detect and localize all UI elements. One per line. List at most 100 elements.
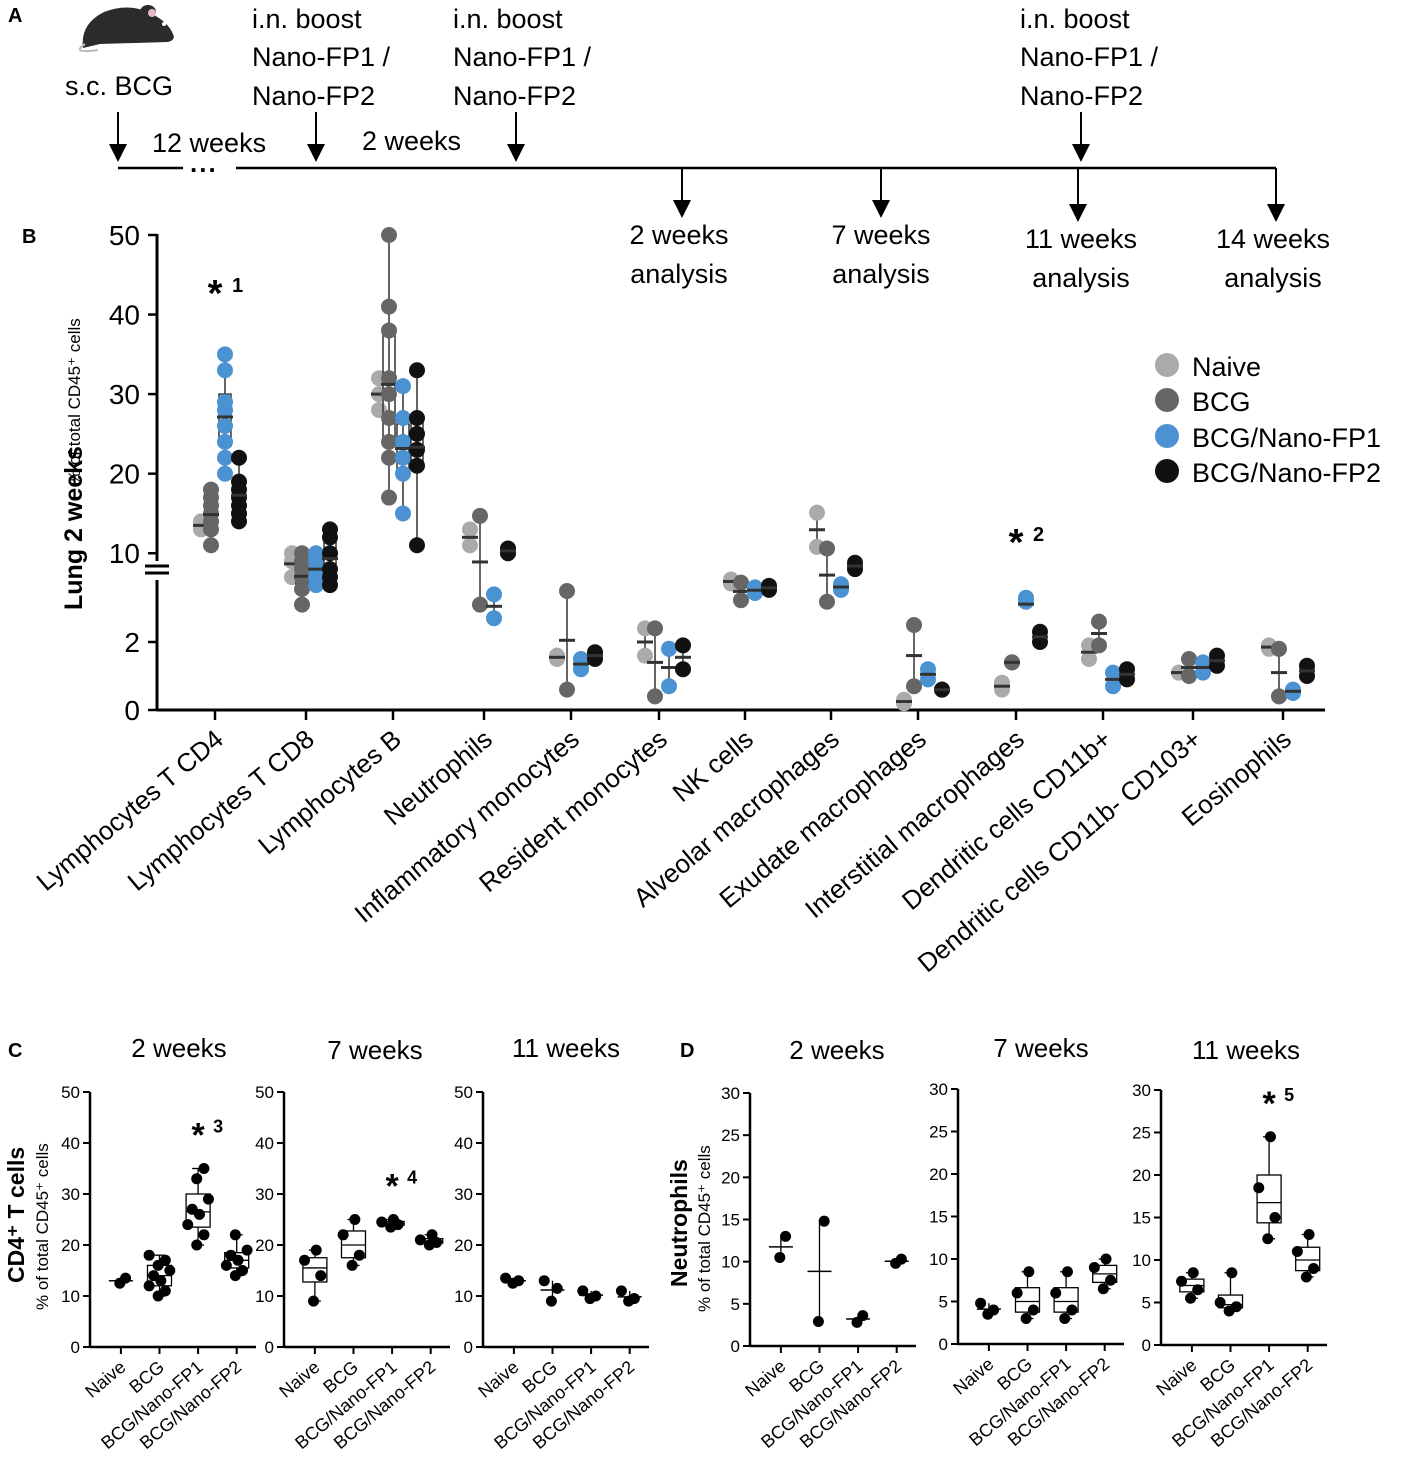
y-tick-label: 0 — [124, 695, 140, 726]
point-bcg — [647, 620, 663, 637]
y-tick-label: 5 — [1142, 1294, 1151, 1313]
data-point — [1097, 1283, 1109, 1295]
point-bcg — [733, 592, 749, 609]
data-point — [545, 1295, 557, 1307]
significance-superscript: 1 — [232, 275, 243, 297]
y-tick-label: 40 — [109, 300, 140, 331]
analysis-1-arrowhead — [673, 200, 691, 218]
analysis-4-line1: 14 weeks — [1216, 224, 1330, 254]
point-bcg-nano-fp2 — [409, 457, 425, 474]
data-point — [229, 1229, 241, 1241]
data-point — [500, 1272, 512, 1284]
point-bcg-nano-fp1 — [308, 545, 324, 562]
boost-3-arrowhead — [1072, 144, 1090, 162]
y-tick-label: 20 — [61, 1236, 80, 1255]
boost-1: i.n. boost Nano-FP1 / Nano-FP2 — [252, 4, 391, 162]
y-tick-label: 20 — [721, 1168, 740, 1187]
y-tick-label: 0 — [71, 1338, 80, 1357]
significance-star: * — [191, 1117, 205, 1155]
data-point — [1061, 1266, 1073, 1278]
point-bcg — [294, 545, 310, 562]
data-point — [191, 1239, 203, 1251]
data-point — [513, 1275, 525, 1287]
data-point — [1303, 1229, 1315, 1240]
boost-2-line2: Nano-FP1 / — [453, 42, 592, 72]
data-point — [299, 1254, 311, 1266]
interval-12-weeks: 12 weeks — [152, 128, 266, 158]
data-point — [551, 1282, 563, 1294]
chart-title: 7 weeks — [993, 1033, 1088, 1063]
point-bcg-nano-fp1 — [395, 433, 411, 450]
y-tick-label: 20 — [454, 1236, 473, 1255]
point-bcg-nano-fp1 — [217, 362, 233, 379]
chart-title: 7 weeks — [327, 1035, 422, 1065]
legend-fp2-swatch — [1155, 459, 1179, 483]
data-point — [186, 1203, 198, 1215]
legend-fp2-label: BCG/Nano-FP2 — [1192, 458, 1381, 488]
point-bcg-nano-fp1 — [1105, 664, 1121, 681]
data-point — [774, 1251, 786, 1263]
point-bcg — [381, 386, 397, 403]
point-bcg — [1271, 640, 1287, 657]
data-point — [182, 1219, 194, 1231]
data-point — [812, 1316, 824, 1328]
boost-1-line2: Nano-FP1 / — [252, 42, 391, 72]
analysis-4-line2: analysis — [1224, 263, 1322, 293]
point-bcg-nano-fp1 — [1105, 678, 1121, 695]
point-naive — [896, 691, 912, 708]
point-bcg — [472, 596, 488, 613]
data-point — [426, 1229, 438, 1241]
timeline-break: ... — [190, 148, 218, 178]
point-bcg-nano-fp2 — [322, 521, 338, 538]
point-bcg-nano-fp2 — [500, 540, 516, 557]
panel-b-bold-ylabel: Lung 2 weeks — [60, 446, 88, 610]
point-bcg-nano-fp2 — [409, 537, 425, 554]
panel-a-label: A — [8, 5, 22, 27]
data-point — [237, 1265, 249, 1276]
data-point — [1023, 1266, 1035, 1278]
analysis-14-weeks: 14 weeks analysis — [1216, 168, 1330, 293]
point-bcg — [1271, 688, 1287, 705]
significance-superscript: 5 — [1284, 1085, 1294, 1105]
y-tick-label: 5 — [731, 1295, 740, 1314]
y-tick-label: 50 — [109, 220, 140, 251]
panel-c-ylabel: % of total CD45⁺ cells — [33, 1143, 52, 1310]
analysis-3-line2: analysis — [1032, 263, 1130, 293]
point-bcg — [906, 617, 922, 633]
y-tick-label: 15 — [1132, 1209, 1151, 1228]
panel-d-bold-ylabel: Neutrophils — [666, 1159, 692, 1287]
chart-c3: 11 weeks01020304050NaiveBCGBCG/Nano-FP1B… — [454, 1033, 649, 1453]
point-bcg-nano-fp1 — [217, 465, 233, 482]
y-tick-label: 10 — [61, 1287, 80, 1306]
prime-arrowhead — [109, 144, 127, 162]
panel-d-label: D — [680, 1040, 694, 1062]
point-bcg — [1091, 613, 1107, 630]
chart-d1: 2 weeks051015202530NaiveBCGBCG/Nano-FP1B… — [721, 1035, 916, 1452]
significance-star: * — [1009, 522, 1024, 564]
data-point — [1192, 1284, 1204, 1296]
data-point — [148, 1270, 160, 1282]
data-point — [1059, 1313, 1071, 1324]
y-tick-label: 30 — [454, 1185, 473, 1204]
y-tick-label: 10 — [721, 1253, 740, 1272]
data-point — [1291, 1246, 1303, 1257]
y-tick-label: 10 — [109, 538, 140, 569]
y-tick-label: 50 — [61, 1083, 80, 1102]
point-naive — [549, 647, 565, 664]
point-bcg-nano-fp1 — [217, 417, 233, 434]
chart-title: 11 weeks — [1192, 1035, 1300, 1065]
prime-label: s.c. BCG — [65, 71, 173, 101]
boost-2-title: i.n. boost — [453, 4, 563, 34]
point-bcg-nano-fp1 — [217, 394, 233, 411]
boost-2-arrowhead — [507, 144, 525, 162]
y-tick-label: 25 — [929, 1123, 948, 1142]
significance-superscript: 4 — [407, 1168, 417, 1188]
point-bcg — [203, 481, 219, 498]
x-tick-label-naive: Naive — [474, 1357, 522, 1402]
boost-3-line3: Nano-FP2 — [1020, 81, 1143, 111]
point-bcg-nano-fp1 — [217, 449, 233, 466]
point-bcg — [294, 581, 310, 598]
point-bcg-nano-fp1 — [395, 409, 411, 426]
data-point — [159, 1254, 171, 1266]
